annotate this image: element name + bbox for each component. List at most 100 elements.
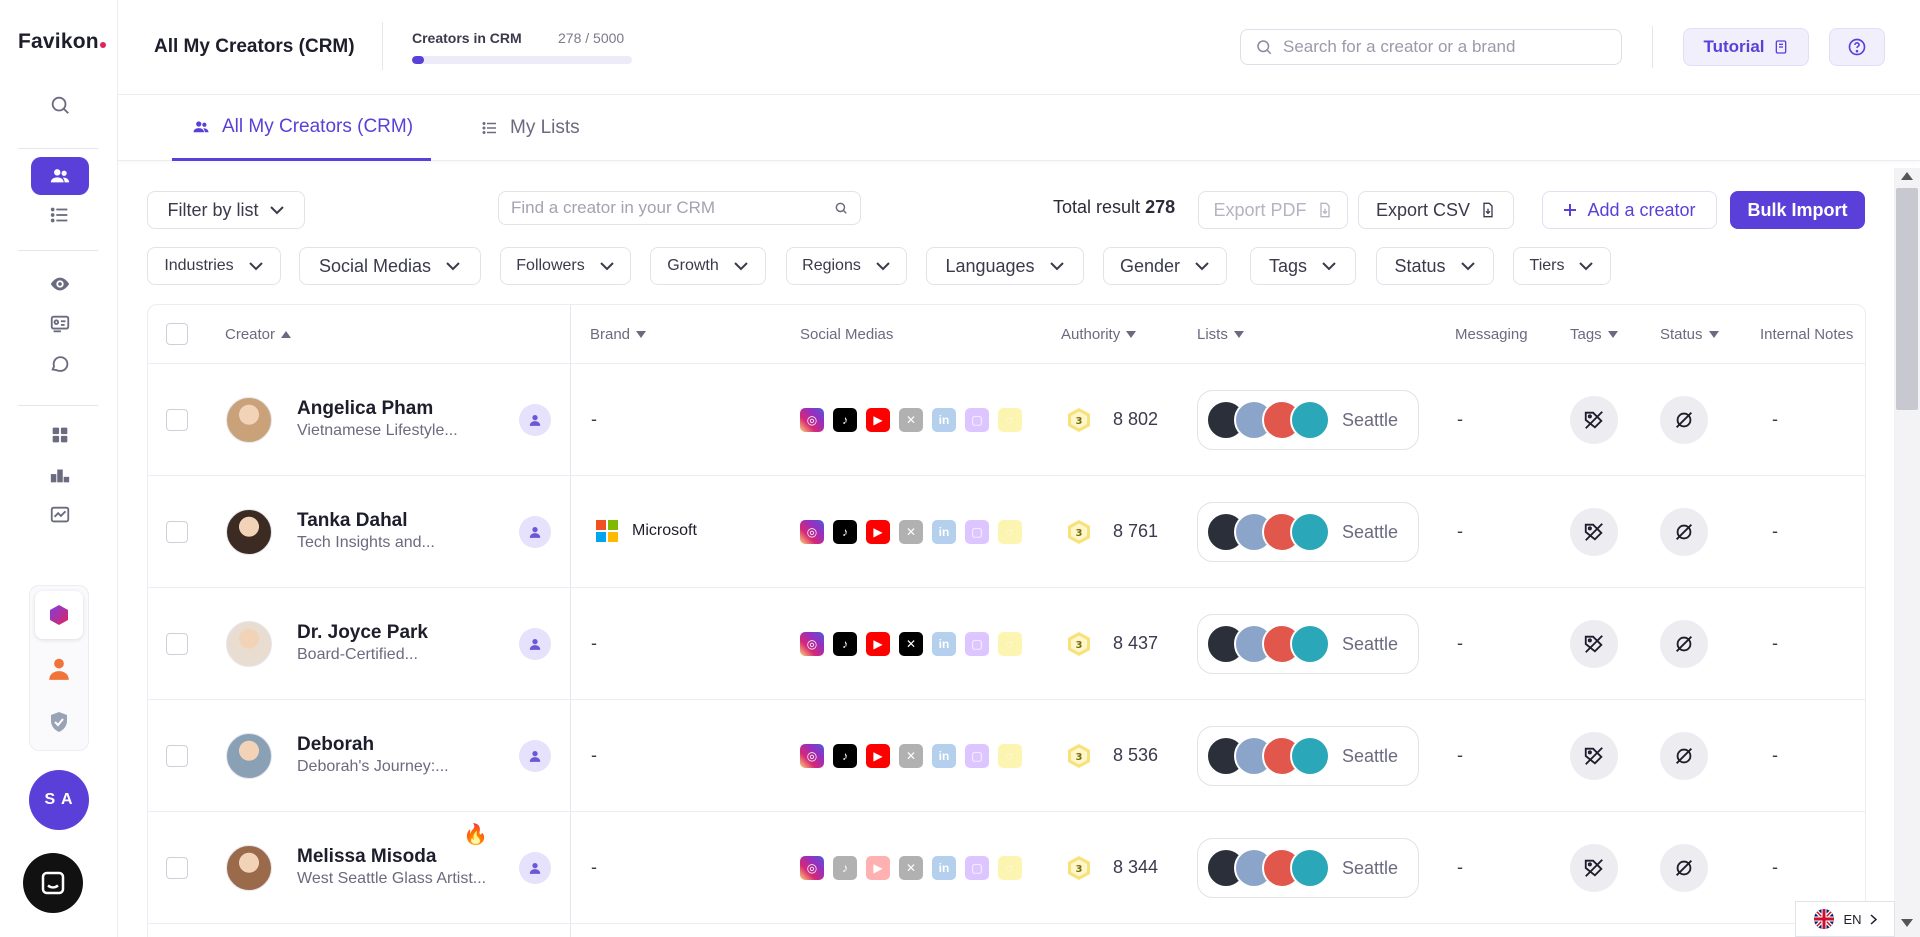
x-icon[interactable]: ✕ <box>899 520 923 544</box>
col-authority[interactable]: Authority <box>1061 326 1137 343</box>
tags-button[interactable] <box>1570 844 1618 892</box>
tags-button[interactable] <box>1570 732 1618 780</box>
row-checkbox[interactable] <box>166 409 188 431</box>
table-row[interactable]: Tanka Dahal Tech Insights and... Microso… <box>148 476 1865 588</box>
tab-all-my-creators[interactable]: All My Creators (CRM) <box>172 95 432 161</box>
sidebar-dashboard[interactable] <box>31 416 89 454</box>
creator-avatar[interactable] <box>226 733 272 779</box>
creator-avatar[interactable] <box>226 509 272 555</box>
x-icon[interactable]: ✕ <box>899 408 923 432</box>
creator-avatar[interactable] <box>226 621 272 667</box>
sidebar-contacts[interactable] <box>31 305 89 343</box>
lists-cell[interactable]: Seattle <box>1197 726 1419 786</box>
tags-button[interactable] <box>1570 396 1618 444</box>
filter-languages[interactable]: Languages <box>926 247 1084 285</box>
x-icon[interactable]: ✕ <box>899 856 923 880</box>
twitch-icon[interactable]: ▢ <box>965 408 989 432</box>
youtube-icon[interactable]: ▶ <box>866 856 890 880</box>
global-search-input[interactable] <box>1283 37 1603 57</box>
twitch-icon[interactable]: ▢ <box>965 632 989 656</box>
tiktok-icon[interactable]: ♪ <box>833 408 857 432</box>
creator-avatar[interactable] <box>226 845 272 891</box>
lists-cell[interactable]: Seattle <box>1197 838 1419 898</box>
snapchat-icon[interactable]: ◌ <box>998 408 1022 432</box>
col-brand[interactable]: Brand <box>590 326 647 343</box>
filter-tags[interactable]: Tags <box>1250 247 1356 285</box>
scroll-up-arrow-icon[interactable] <box>1901 172 1913 180</box>
youtube-icon[interactable]: ▶ <box>866 408 890 432</box>
export-pdf-button[interactable]: Export PDF <box>1198 191 1348 229</box>
instagram-icon[interactable]: ◎ <box>800 632 824 656</box>
lists-cell[interactable]: Seattle <box>1197 502 1419 562</box>
tutorial-button[interactable]: Tutorial <box>1683 28 1809 66</box>
instagram-icon[interactable]: ◎ <box>800 408 824 432</box>
creator-name[interactable]: Tanka Dahal <box>297 510 408 531</box>
crm-search-input[interactable] <box>511 198 811 218</box>
row-checkbox[interactable] <box>166 521 188 543</box>
status-button[interactable] <box>1660 396 1708 444</box>
col-tags[interactable]: Tags <box>1570 326 1618 343</box>
status-button[interactable] <box>1660 620 1708 668</box>
user-avatar[interactable]: S A <box>29 770 89 830</box>
creator-profile-button[interactable] <box>519 516 551 548</box>
filter-social-medias[interactable]: Social Medias <box>299 247 481 285</box>
sidebar-rankings[interactable] <box>31 456 89 494</box>
creator-name[interactable]: Dr. Joyce Park <box>297 622 428 643</box>
creator-name[interactable]: Deborah <box>297 734 375 755</box>
table-row[interactable]: Angelica Pham Vietnamese Lifestyle... - … <box>148 364 1865 476</box>
snapchat-icon[interactable]: ◌ <box>998 632 1022 656</box>
sidebar-monitoring[interactable] <box>31 265 89 303</box>
export-csv-button[interactable]: Export CSV <box>1358 191 1514 229</box>
tags-button[interactable] <box>1570 620 1618 668</box>
youtube-icon[interactable]: ▶ <box>866 520 890 544</box>
linkedin-icon[interactable]: in <box>932 408 956 432</box>
help-button[interactable] <box>1829 28 1885 66</box>
app-shield[interactable] <box>35 698 83 746</box>
crm-search[interactable] <box>498 191 861 225</box>
snapchat-icon[interactable]: ◌ <box>998 520 1022 544</box>
instagram-icon[interactable]: ◎ <box>800 520 824 544</box>
twitch-icon[interactable]: ▢ <box>965 520 989 544</box>
language-selector[interactable]: EN <box>1795 901 1895 937</box>
creator-profile-button[interactable] <box>519 404 551 436</box>
brand-cell[interactable]: Microsoft <box>596 520 697 542</box>
creator-avatar[interactable] <box>226 397 272 443</box>
linkedin-icon[interactable]: in <box>932 520 956 544</box>
tags-button[interactable] <box>1570 508 1618 556</box>
page-scrollbar-thumb[interactable] <box>1896 188 1918 410</box>
tiktok-icon[interactable]: ♪ <box>833 744 857 768</box>
sidebar-search[interactable] <box>31 86 89 124</box>
creator-name[interactable]: Angelica Pham <box>297 398 434 419</box>
tab-my-lists[interactable]: My Lists <box>480 95 580 161</box>
row-checkbox[interactable] <box>166 745 188 767</box>
filter-gender[interactable]: Gender <box>1103 247 1227 285</box>
creator-name[interactable]: Melissa Misoda <box>297 846 437 867</box>
col-lists[interactable]: Lists <box>1197 326 1244 343</box>
row-checkbox[interactable] <box>166 633 188 655</box>
linkedin-icon[interactable]: in <box>932 632 956 656</box>
instagram-icon[interactable]: ◎ <box>800 856 824 880</box>
linkedin-icon[interactable]: in <box>932 744 956 768</box>
support-chat-button[interactable] <box>23 853 83 913</box>
table-row[interactable]: Deborah Deborah's Journey:... - ◎ ♪ ▶ ✕ in ▢ ◌… <box>148 700 1865 812</box>
sidebar-lists[interactable] <box>31 196 89 234</box>
favikon-logo[interactable]: Favikon <box>18 30 106 54</box>
lists-cell[interactable]: Seattle <box>1197 390 1419 450</box>
filter-growth[interactable]: Growth <box>650 247 766 285</box>
filter-industries[interactable]: Industries <box>147 247 281 285</box>
x-icon[interactable]: ✕ <box>899 632 923 656</box>
add-creator-button[interactable]: Add a creator <box>1542 191 1717 229</box>
sidebar-messages[interactable] <box>31 345 89 383</box>
twitch-icon[interactable]: ▢ <box>965 856 989 880</box>
table-row[interactable]: Melissa Misoda West Seattle Glass Artist… <box>148 812 1865 924</box>
creator-profile-button[interactable] <box>519 740 551 772</box>
app-hexagon[interactable] <box>35 591 83 639</box>
snapchat-icon[interactable]: ◌ <box>998 744 1022 768</box>
linkedin-icon[interactable]: in <box>932 856 956 880</box>
global-search[interactable] <box>1240 29 1622 65</box>
tiktok-icon[interactable]: ♪ <box>833 520 857 544</box>
twitch-icon[interactable]: ▢ <box>965 744 989 768</box>
snapchat-icon[interactable]: ◌ <box>998 856 1022 880</box>
app-person[interactable] <box>35 645 83 693</box>
col-creator[interactable]: Creator <box>225 326 292 343</box>
